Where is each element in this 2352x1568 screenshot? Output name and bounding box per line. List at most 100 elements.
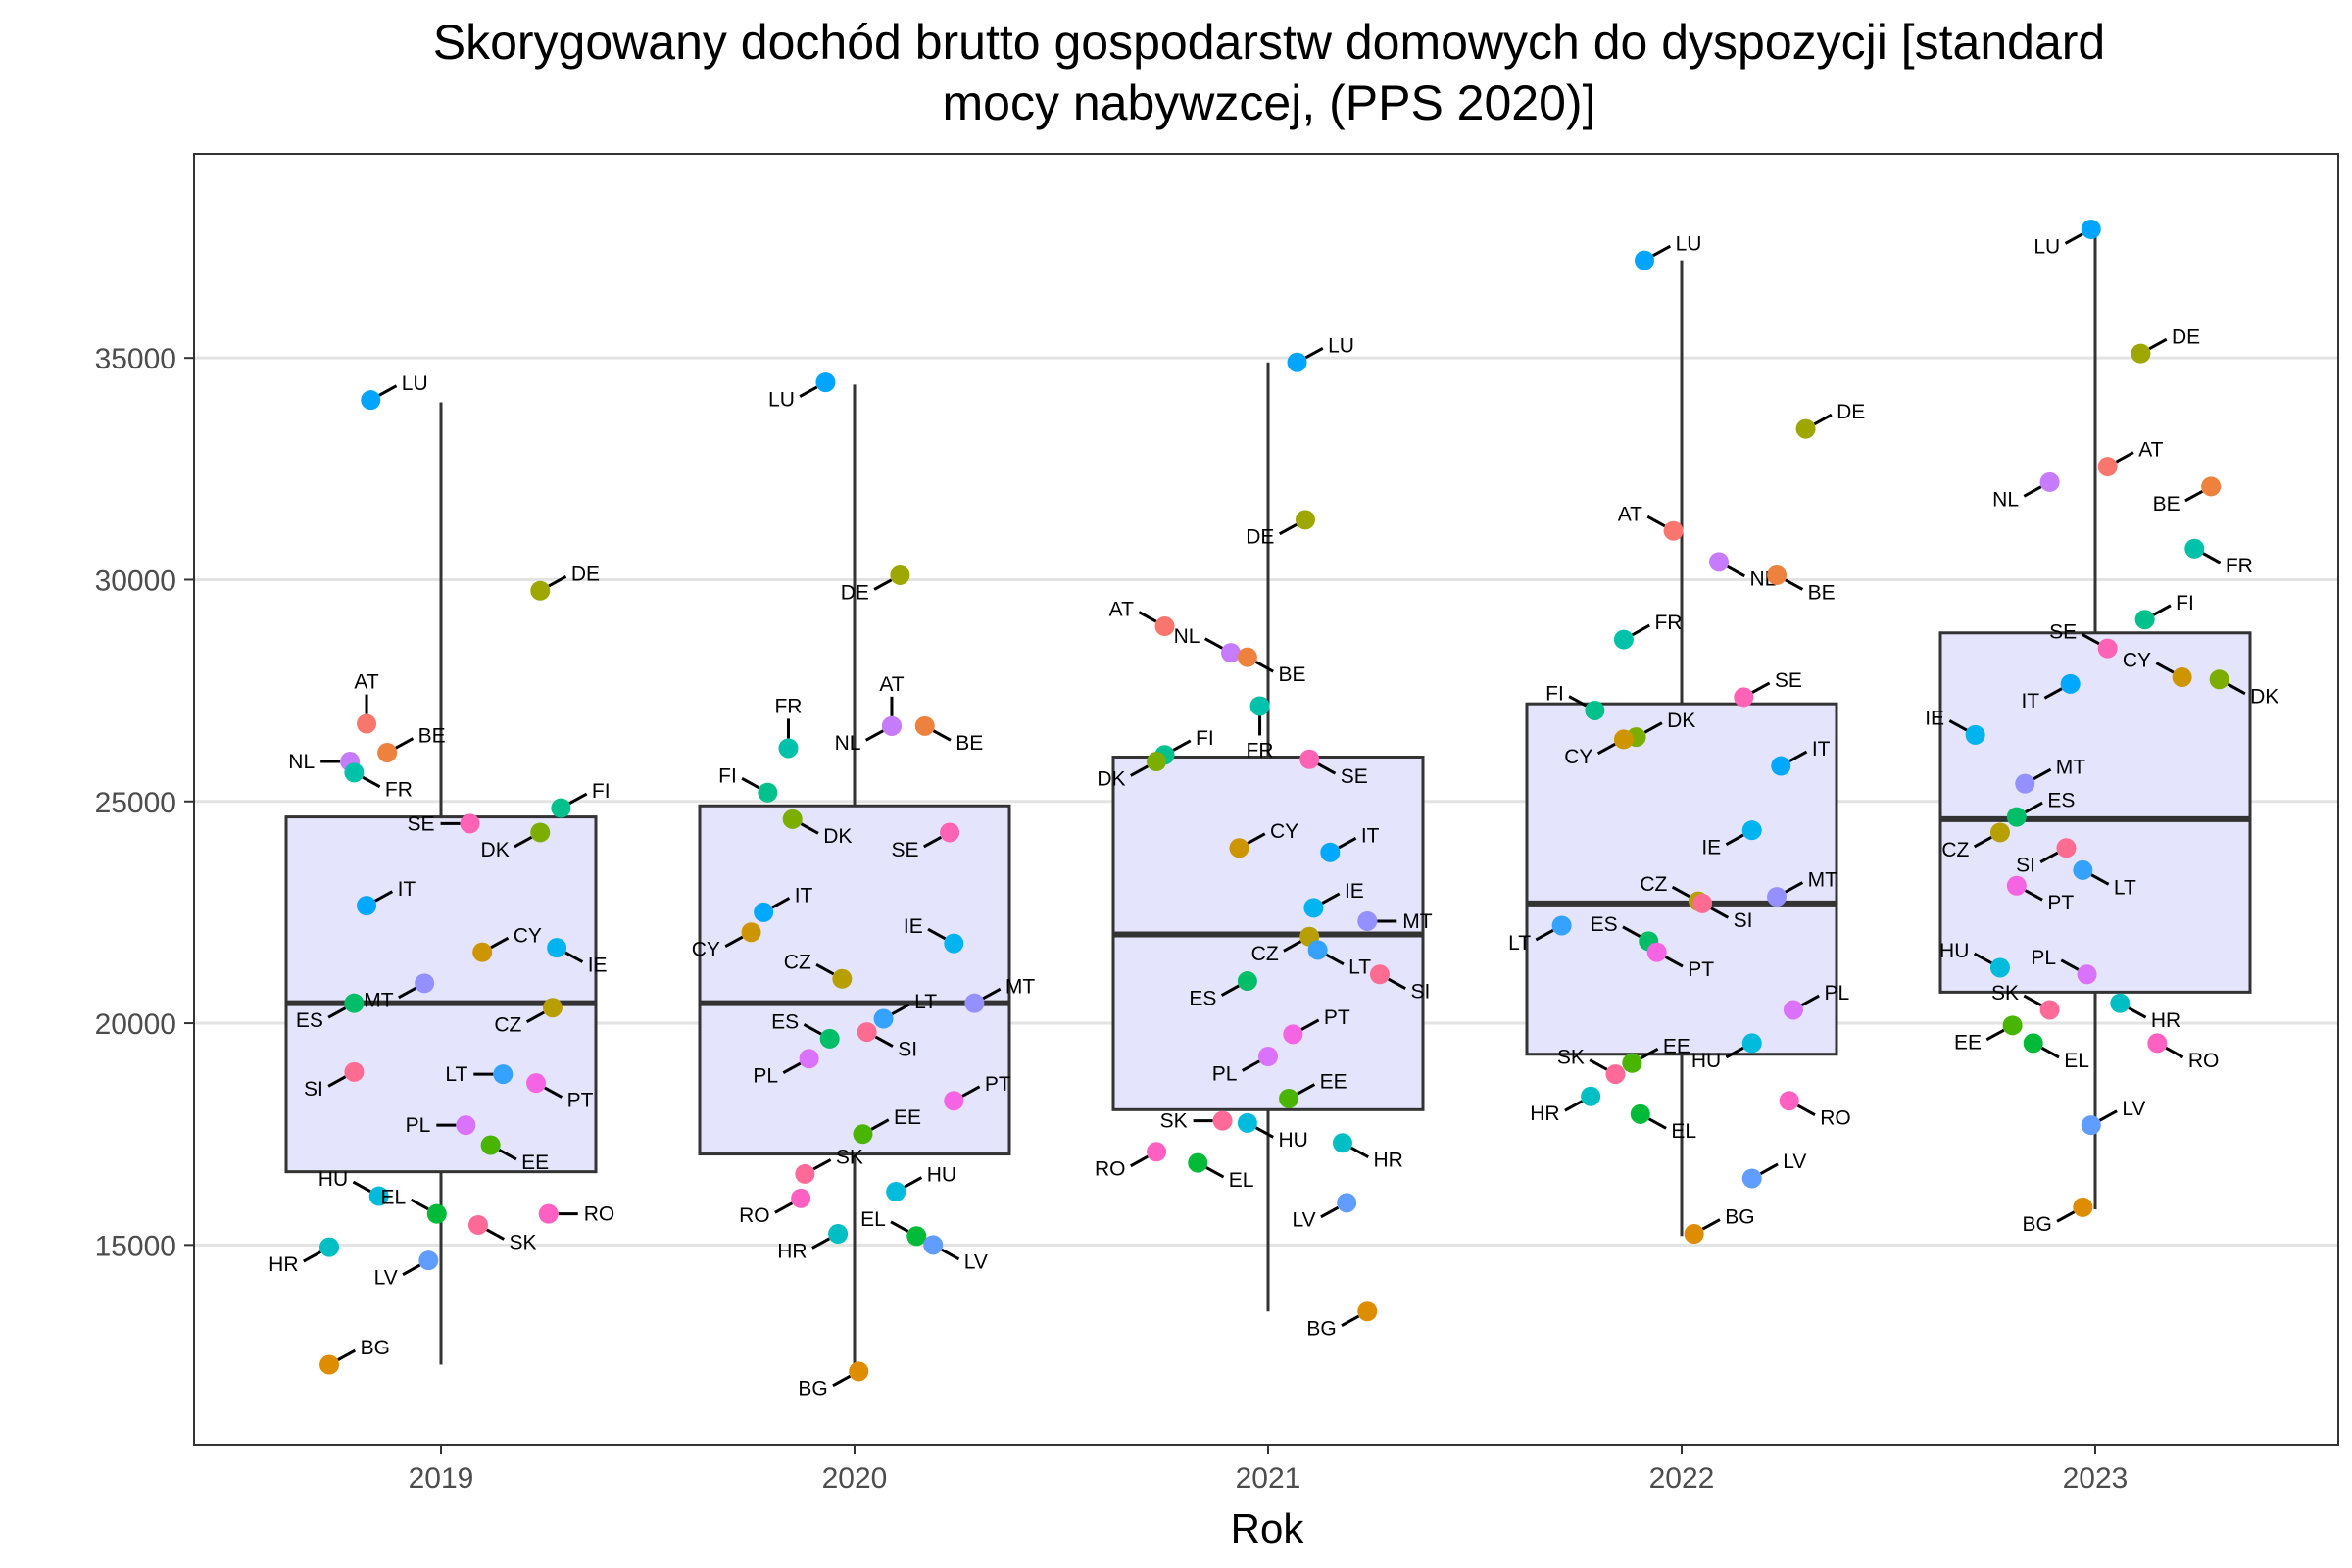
point-label-AT: AT [354, 671, 378, 694]
point-connector-LV [402, 1263, 421, 1276]
x-tick-label: 2023 [2063, 1462, 2129, 1494]
y-tick-label: 20000 [95, 1008, 176, 1041]
point-label-IT: IT [795, 885, 813, 907]
point-label-BE: BE [1808, 581, 1836, 604]
point-connector-AT [1646, 514, 1666, 528]
point-label-SI: SI [2016, 855, 2035, 877]
point-label-ES: ES [1189, 987, 1216, 1009]
point-connector-LU [1304, 346, 1324, 360]
point-FR-2020 [778, 738, 799, 759]
series-2019: LU DE AT BE NL FR FI SE DK IT IE CY MT ES CZ SI LT PT PL EE… [269, 372, 614, 1375]
point-connector-ES [1622, 925, 1642, 938]
point-connector-SK [812, 1158, 832, 1171]
y-tick-label: 25000 [95, 787, 176, 819]
point-IT-2019 [357, 896, 377, 916]
point-BE-2019 [377, 742, 398, 762]
point-label-EE: EE [521, 1152, 549, 1174]
point-label-CZ: CZ [1941, 839, 1969, 861]
point-label-DE: DE [1246, 526, 1274, 549]
point-connector-FR [362, 775, 381, 789]
chart-title-line-1: Skorygowany dochód brutto gospodarstw do… [433, 15, 2106, 70]
point-DK-2021 [1147, 752, 1167, 772]
point-SK-2021 [1212, 1110, 1233, 1131]
point-EL-2019 [426, 1203, 447, 1224]
point-label-NL: NL [835, 732, 861, 755]
point-MT-2023 [2015, 773, 2035, 794]
point-label-EL: EL [2064, 1050, 2089, 1072]
point-label-FR: FR [2226, 555, 2253, 577]
point-BG-2020 [849, 1361, 869, 1382]
point-EE-2019 [480, 1135, 501, 1155]
point-connector-MT [2033, 767, 2052, 781]
point-connector-LU [378, 384, 398, 397]
point-MT-2022 [1767, 887, 1788, 907]
point-connector-HR [811, 1237, 831, 1250]
point-connector-PT [1664, 956, 1684, 968]
point-connector-FI [741, 776, 760, 790]
point-AT-2021 [1154, 615, 1175, 636]
point-DK-2019 [530, 822, 551, 843]
point-connector-HR [2128, 1006, 2147, 1019]
point-CY-2020 [741, 922, 761, 943]
x-tick-label: 2019 [409, 1462, 474, 1494]
point-connector-BE [1254, 661, 1274, 673]
point-LU-2020 [815, 372, 836, 393]
point-label-ES: ES [1591, 913, 1618, 936]
point-LU-2019 [361, 390, 381, 411]
point-label-NL: NL [1992, 488, 2019, 511]
point-CZ-2023 [1989, 822, 2010, 843]
point-PT-2020 [944, 1091, 964, 1111]
x-axis-title: Rok [1231, 1505, 1305, 1551]
point-label-FR: FR [385, 779, 413, 802]
point-FR-2023 [2184, 538, 2205, 559]
point-label-FI: FI [1545, 683, 1564, 706]
point-label-PT: PT [1324, 1006, 1350, 1029]
point-label-SE: SE [892, 839, 919, 861]
point-LU-2021 [1287, 352, 1307, 372]
point-label-PT: PT [1688, 958, 1714, 981]
point-connector-SE [923, 835, 943, 849]
point-label-IE: IE [904, 915, 923, 938]
point-SE-2023 [2097, 638, 2118, 659]
point-connector-DK [1130, 764, 1150, 777]
point-NL-2020 [881, 715, 902, 736]
point-EE-2021 [1279, 1088, 1299, 1108]
point-connector-EL [1647, 1117, 1667, 1130]
point-connector-CZ [815, 963, 835, 976]
point-SI-2019 [344, 1061, 365, 1082]
point-connector-DE [1813, 413, 1833, 426]
point-label-SE: SE [2049, 620, 2077, 643]
point-FI-2020 [758, 782, 778, 803]
box-2019 [284, 402, 598, 1365]
point-SE-2020 [940, 822, 960, 843]
point-MT-2021 [1357, 910, 1378, 931]
point-connector-RO [2165, 1046, 2184, 1059]
point-connector-ES [2024, 801, 2043, 814]
point-LT-2019 [493, 1064, 514, 1085]
point-connector-MT [1785, 881, 1804, 894]
point-label-PL: PL [1824, 982, 1849, 1004]
point-label-SE: SE [1775, 669, 1802, 692]
point-connector-LT [891, 1003, 910, 1016]
point-EL-2023 [2023, 1033, 2043, 1054]
point-connector-IT [374, 890, 394, 903]
point-label-FR: FR [774, 695, 802, 717]
point-label-IT: IT [398, 878, 416, 901]
point-label-SK: SK [1991, 982, 2019, 1004]
point-HU-2020 [886, 1182, 906, 1202]
point-IT-2023 [2060, 673, 2081, 694]
point-label-SI: SI [304, 1078, 323, 1101]
point-connector-HU [1254, 1126, 1274, 1139]
point-CY-2023 [2172, 667, 2192, 688]
point-connector-LU [1652, 244, 1672, 258]
point-label-HU: HU [927, 1164, 956, 1187]
point-label-SI: SI [1734, 909, 1753, 932]
point-HR-2022 [1581, 1086, 1601, 1106]
point-connector-NL [864, 729, 884, 742]
point-connector-LT [1535, 928, 1554, 942]
point-connector-ES [1220, 984, 1240, 997]
point-MT-2020 [964, 993, 985, 1013]
point-label-LV: LV [2122, 1098, 2145, 1120]
point-connector-SI [1710, 906, 1730, 919]
point-HU-2023 [1989, 957, 2010, 978]
